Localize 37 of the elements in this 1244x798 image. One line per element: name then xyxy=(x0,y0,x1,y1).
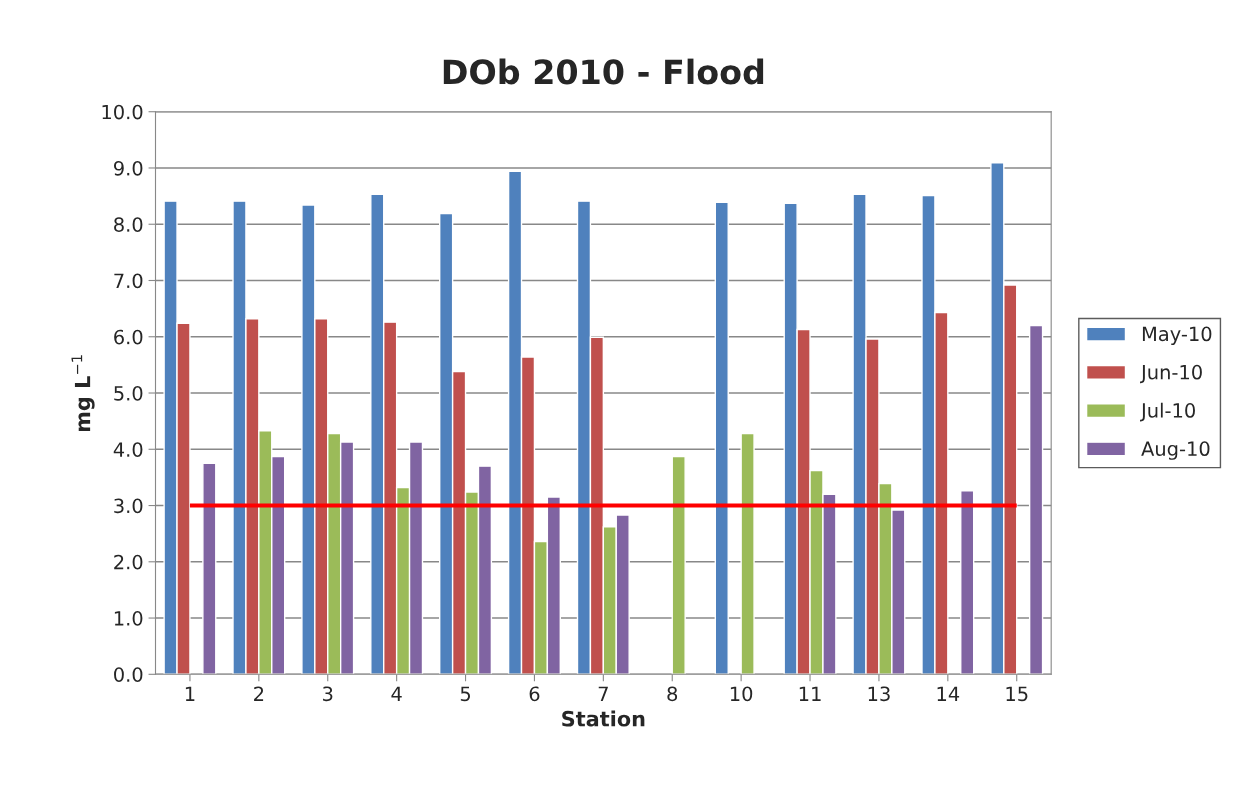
legend-label: Jul-10 xyxy=(1140,402,1195,422)
x-tick-label: 2 xyxy=(254,686,264,701)
y-tick-label: 0.0 xyxy=(114,667,143,682)
bar xyxy=(740,432,755,675)
bar xyxy=(671,455,686,675)
x-tick-label: 15 xyxy=(1006,686,1028,702)
bar xyxy=(202,462,217,675)
legend-label: May-10 xyxy=(1142,326,1212,346)
y-tick-label: 8.0 xyxy=(114,217,143,232)
x-tick-label: 7 xyxy=(598,686,608,701)
x-tick-label: 5 xyxy=(460,686,471,702)
x-tick-label: 11 xyxy=(799,686,821,701)
legend-label: Aug-10 xyxy=(1141,441,1210,460)
y-tick-label: 1.0 xyxy=(114,611,143,626)
x-tick-label: 4 xyxy=(391,686,402,701)
y-tick-label: 5.0 xyxy=(114,385,143,401)
x-tick-label: 10 xyxy=(730,686,753,702)
x-tick-label: 3 xyxy=(323,686,333,702)
y-tick-label: 7.0 xyxy=(114,273,143,289)
x-tick-label: 6 xyxy=(529,686,540,702)
y-tick-label: 6.0 xyxy=(114,329,143,345)
bar xyxy=(960,490,975,675)
legend-label: Jun-10 xyxy=(1140,364,1202,384)
bar xyxy=(714,201,729,675)
y-tick-label: 10.0 xyxy=(102,104,143,120)
y-tick-label: 9.0 xyxy=(114,160,143,176)
x-tick-label: 1 xyxy=(185,686,195,701)
x-tick-label: 14 xyxy=(937,686,960,701)
y-tick-label: 2.0 xyxy=(114,554,143,570)
chart-title: DOb 2010 - Flood xyxy=(443,58,764,85)
y-axis-title: mg L$^{−1}$ xyxy=(71,355,95,432)
x-axis-title: Station xyxy=(562,710,645,727)
y-tick-label: 4.0 xyxy=(113,442,143,457)
y-tick-label: 3.0 xyxy=(114,498,143,514)
x-tick-label: 13 xyxy=(868,686,890,702)
bar xyxy=(1028,324,1044,675)
x-tick-label: 8 xyxy=(667,686,678,702)
